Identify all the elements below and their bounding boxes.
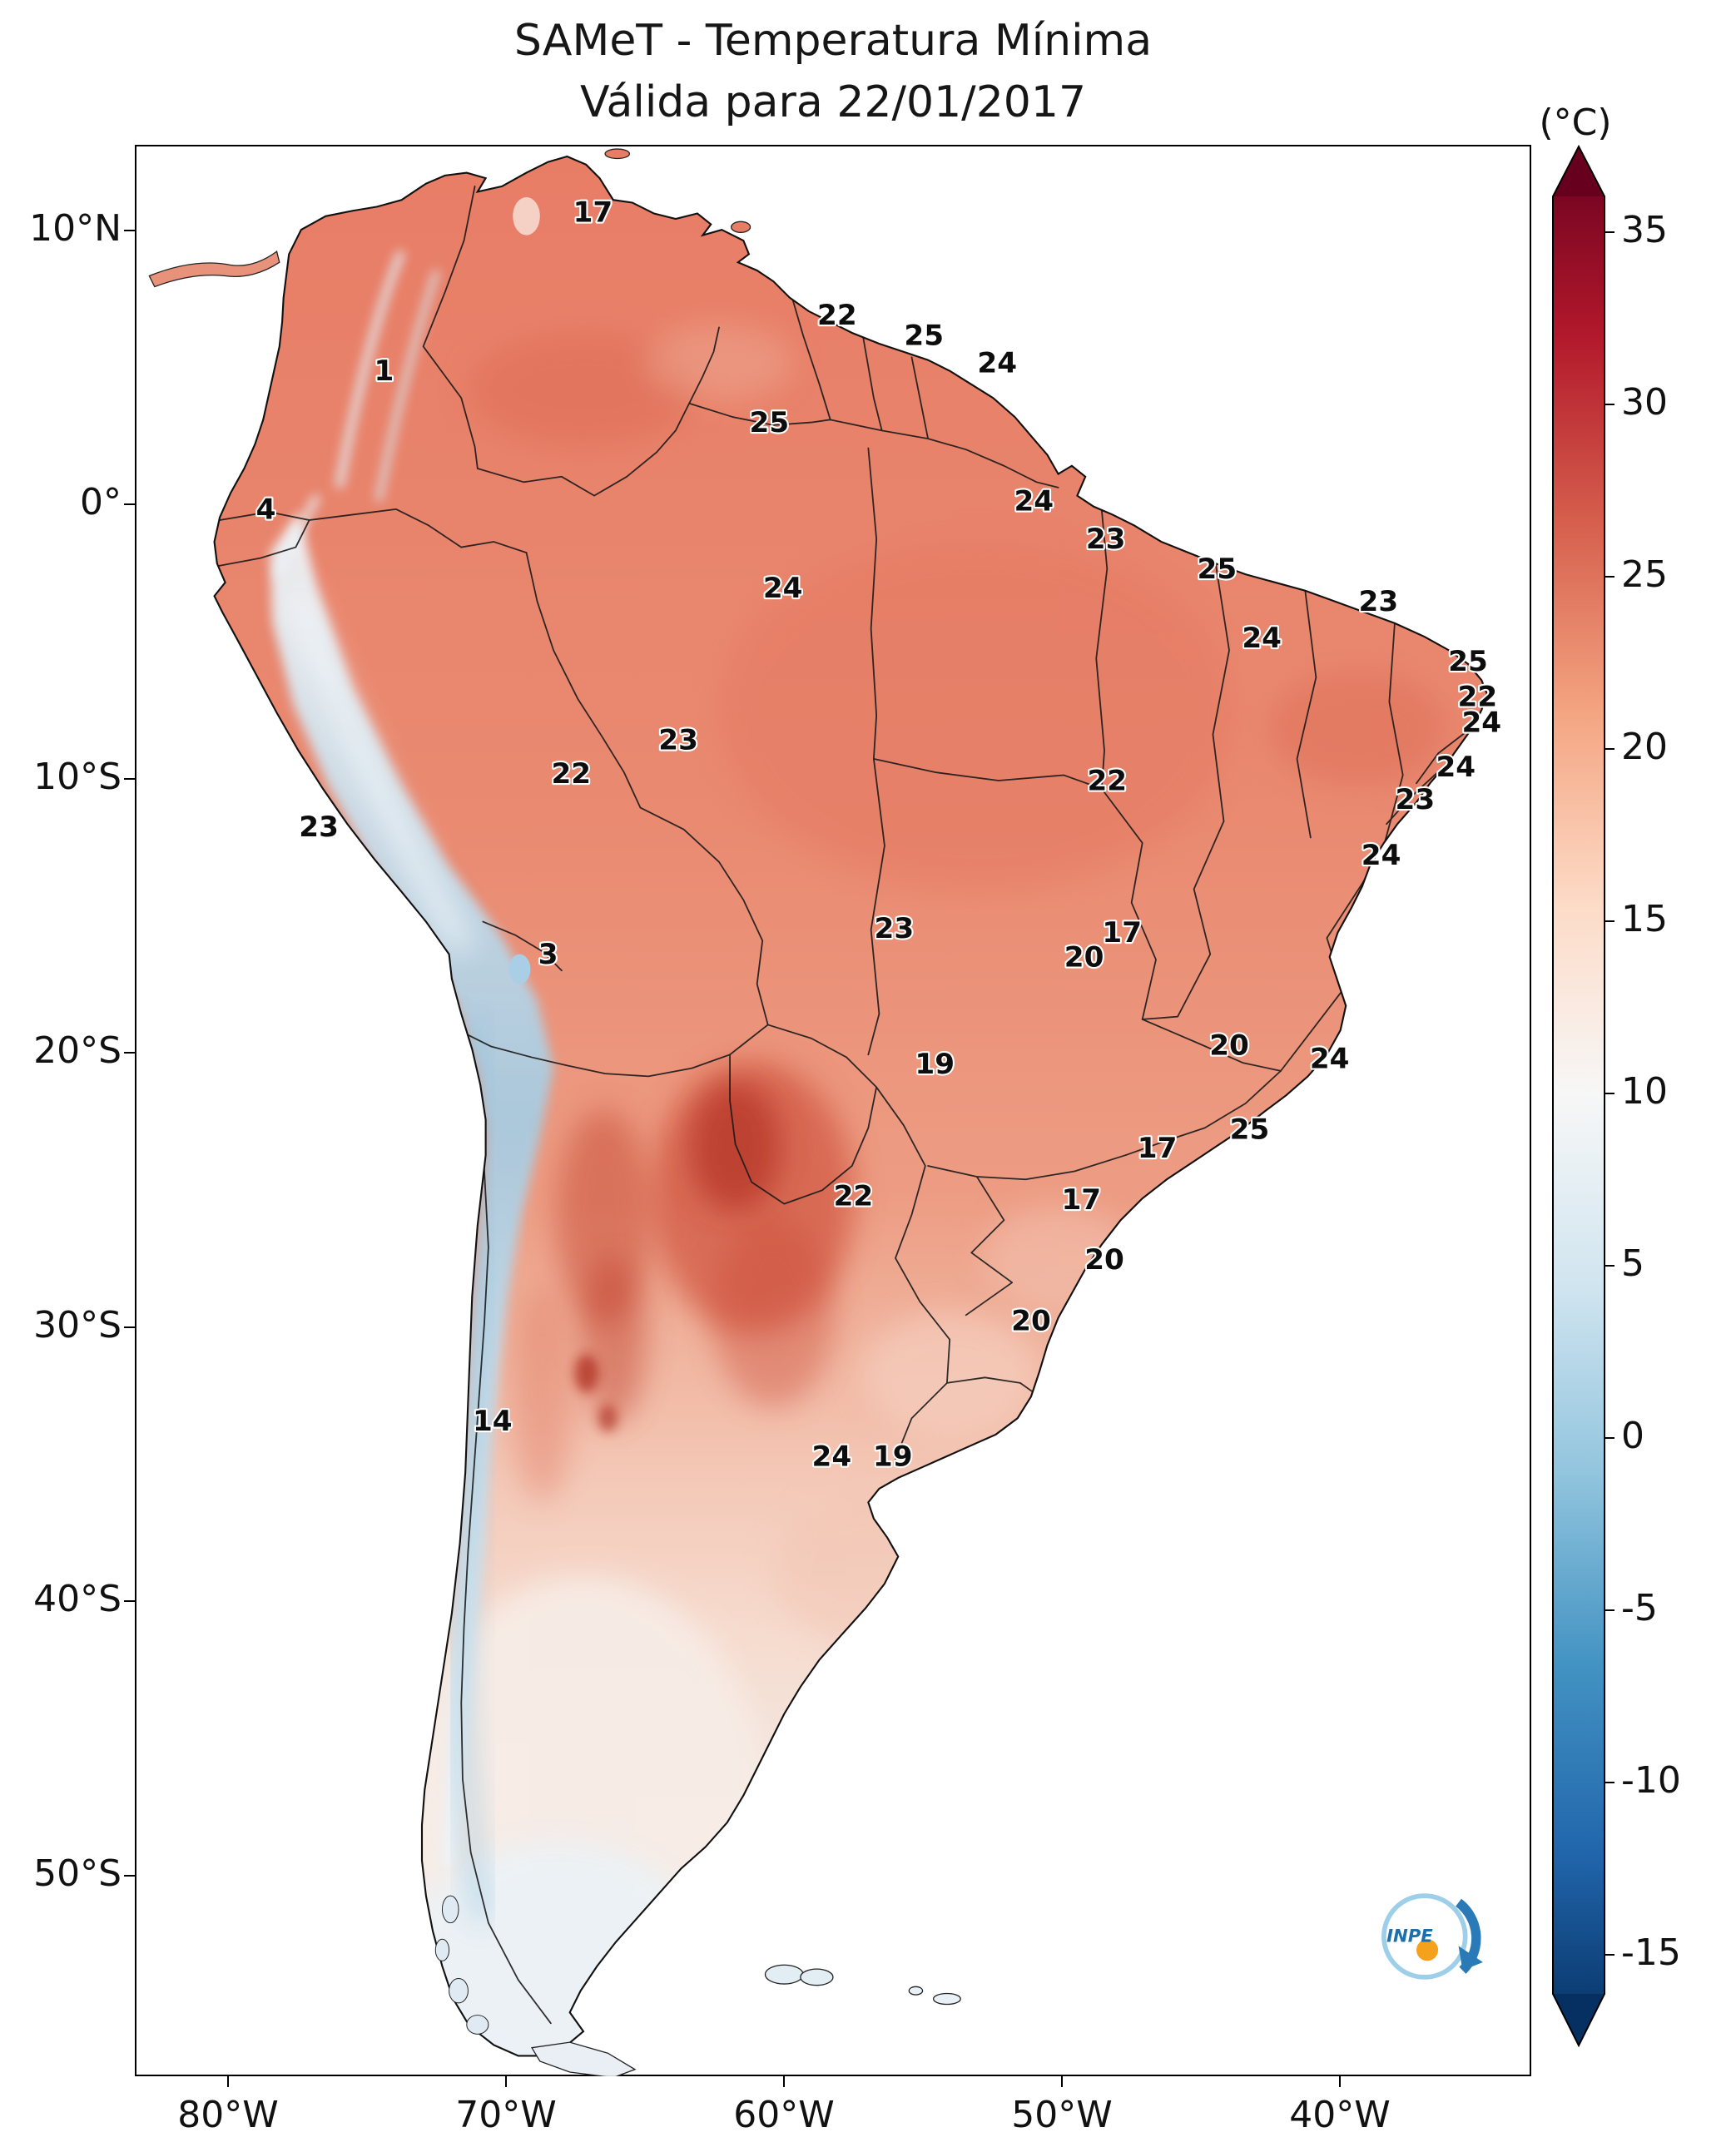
logo-swirl-circle	[1381, 1893, 1468, 1980]
logo-text: INPE	[1386, 1926, 1433, 1946]
south-america-map: 17 22 25 24 1 25 24 4 23 25 24 23 24 25 …	[148, 148, 1503, 2076]
cb-tick-label: 10	[1621, 1070, 1668, 1113]
colorbar-outline	[1552, 144, 1605, 2048]
temp-label: 1	[374, 355, 394, 388]
temp-label: 25	[1198, 553, 1238, 586]
lake-titicaca	[508, 954, 531, 984]
temp-label: 20	[1209, 1029, 1249, 1062]
cb-tick-label: 15	[1621, 898, 1668, 940]
temp-label: 24	[1310, 1043, 1350, 1076]
lat-tick-label: 40°S	[33, 1578, 122, 1620]
tierra-del-fuego	[530, 2041, 637, 2076]
cb-tick-label: 0	[1621, 1415, 1644, 1457]
lon-tick-label: 60°W	[733, 2094, 835, 2136]
falkland-islands	[764, 1964, 804, 1985]
temp-label: 25	[750, 406, 790, 439]
colorbar-unit-label: (°C)	[1539, 102, 1611, 144]
temp-label: 14	[473, 1405, 513, 1438]
temp-label: 24	[1461, 706, 1501, 739]
political-borders	[216, 186, 1475, 2025]
temp-label: 24	[812, 1440, 852, 1473]
temp-label: 22	[1458, 680, 1498, 713]
temp-label: 24	[977, 346, 1017, 379]
temp-label: 24	[1014, 485, 1054, 518]
lon-tick-label: 40°W	[1289, 2094, 1391, 2136]
cb-tick-label: 35	[1621, 209, 1668, 251]
cb-tick-label: -15	[1621, 1931, 1681, 1974]
temp-label: 24	[1436, 751, 1476, 784]
temperature-labels: 17 22 25 24 1 25 24 4 23 25 24 23 24 25 …	[254, 194, 1503, 1475]
temp-label: 17	[1062, 1183, 1102, 1217]
colorbar-extend-top	[1553, 146, 1605, 196]
lat-tick-label: 20°S	[33, 1029, 122, 1072]
temp-label: 25	[1448, 645, 1488, 678]
lon-tick-label: 80°W	[177, 2094, 279, 2136]
inpe-logo: INPE	[1381, 1893, 1483, 1980]
temp-label: 17	[1102, 916, 1142, 950]
lon-tick-label: 70°W	[455, 2094, 557, 2136]
lat-tick-marks	[124, 230, 136, 1877]
temp-label: 23	[875, 912, 915, 945]
temp-label: 22	[1087, 764, 1127, 797]
temp-label: 23	[1359, 585, 1399, 618]
temp-label: 23	[1396, 783, 1436, 816]
islands	[148, 148, 961, 2076]
temp-label: 23	[1086, 523, 1126, 556]
temp-label: 20	[1064, 940, 1104, 974]
cb-tick-label: 20	[1621, 726, 1668, 768]
cb-tick-label: -5	[1621, 1587, 1658, 1629]
temp-label: 25	[904, 320, 944, 353]
cb-tick-label: 25	[1621, 553, 1668, 596]
lat-tick-label: 0°	[80, 481, 122, 523]
temperature-shading	[270, 196, 1446, 2056]
longitude-axis: 80°W 70°W 60°W 50°W 40°W	[177, 2094, 1391, 2136]
temp-label: 20	[1011, 1304, 1051, 1337]
logo-arrowhead	[1458, 1946, 1483, 1971]
figure-title-line2: Válida para 22/01/2017	[580, 77, 1086, 127]
cb-tick-label: -10	[1621, 1759, 1681, 1802]
lat-tick-label: 10°N	[29, 207, 122, 250]
temp-label: 17	[1138, 1132, 1178, 1165]
colorbar-tick-labels: 35 30 25 20 15 10 5 0 -5 -10 -15	[1621, 209, 1681, 1974]
temp-label: 20	[1084, 1243, 1124, 1277]
latitude-axis: 10°N 0° 10°S 20°S 30°S 40°S 50°S	[29, 207, 122, 1895]
temp-label: 24	[1242, 622, 1282, 655]
temp-label: 4	[256, 493, 276, 526]
temp-label: 24	[763, 572, 803, 605]
colorbar: (°C) 35 30 25 20 15 10 5 0 -5 -10 -15	[1539, 102, 1681, 2048]
temp-label: 25	[1230, 1113, 1270, 1146]
temp-label: 22	[817, 299, 857, 332]
temp-label: 22	[552, 757, 592, 791]
cb-tick-label: 5	[1621, 1242, 1644, 1285]
temp-label: 24	[1362, 839, 1401, 872]
figure-title-line1: SAMeT - Temperatura Mínima	[514, 16, 1152, 66]
temp-label: 19	[873, 1440, 913, 1473]
colorbar-gradient	[1553, 196, 1605, 1994]
lat-tick-label: 10°S	[33, 756, 122, 798]
temp-label: 19	[915, 1048, 955, 1081]
temp-label: 17	[573, 196, 613, 229]
logo-orange-dot	[1416, 1939, 1439, 1961]
andes-cold-band	[270, 512, 554, 1867]
lon-tick-marks	[227, 2075, 1341, 2087]
lat-tick-label: 30°S	[33, 1304, 122, 1346]
central-america-strip	[148, 250, 280, 288]
temp-label: 3	[538, 938, 558, 971]
cb-tick-label: 30	[1621, 381, 1668, 424]
lat-tick-label: 50°S	[33, 1852, 122, 1895]
lon-tick-label: 50°W	[1011, 2094, 1113, 2136]
temp-label: 23	[658, 723, 698, 756]
lake-maracaibo	[513, 196, 540, 236]
temp-label: 22	[834, 1179, 874, 1212]
temp-label: 23	[299, 811, 339, 844]
colorbar-tick-marks	[1605, 231, 1614, 1956]
colorbar-extend-bottom	[1553, 1994, 1605, 2045]
